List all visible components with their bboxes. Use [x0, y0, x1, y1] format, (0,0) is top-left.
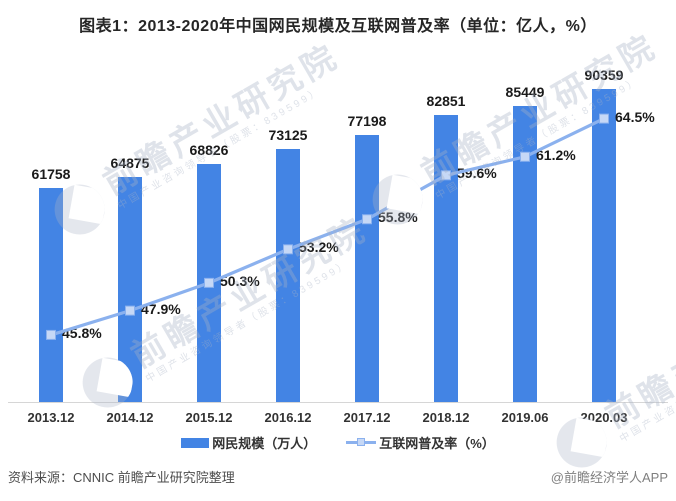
bar-value-label: 64875 [110, 155, 150, 172]
x-axis-label: 2017.12 [343, 410, 391, 425]
bar [39, 188, 63, 402]
bar [276, 148, 300, 402]
line-value-label: 50.3% [220, 272, 260, 289]
legend-label-line: 互联网普及率（%） [379, 436, 495, 451]
line-value-label: 45.8% [62, 324, 102, 341]
chart-legend: 网民规模（万人） 互联网普及率（%） [0, 433, 676, 452]
x-axis-label: 2019.06 [501, 410, 549, 425]
legend-item-line-series: 互联网普及率（%） [346, 433, 495, 452]
bar-swatch-icon [181, 437, 210, 448]
bar-value-label: 90359 [584, 67, 624, 84]
line-value-label: 61.2% [536, 146, 576, 163]
x-axis-line [8, 402, 668, 403]
line-swatch-icon [346, 438, 377, 446]
legend-label-bar: 网民规模（万人） [212, 436, 317, 451]
bar-value-label: 73125 [268, 126, 308, 143]
x-axis-label: 2020.03 [580, 410, 628, 425]
line-value-label: 47.9% [141, 300, 181, 317]
line-value-label: 64.5% [615, 108, 655, 125]
bar-value-label: 85449 [505, 84, 545, 101]
x-axis-label: 2015.12 [185, 410, 233, 425]
chart-title: 图表1：2013-2020年中国网民规模及互联网普及率（单位：亿人，%） [79, 18, 597, 35]
x-axis-label: 2018.12 [422, 410, 470, 425]
bar [592, 89, 616, 402]
chart-footer: 资料来源：CNNIC 前瞻产业研究院整理 @前瞻经济学人APP [0, 467, 676, 486]
line-marker-swatch-icon [357, 438, 366, 446]
credit-text: @前瞻经济学人APP [550, 470, 668, 485]
bar [434, 115, 458, 402]
bar-value-label: 61758 [31, 166, 71, 183]
data-source-text: 资料来源：CNNIC 前瞻产业研究院整理 [8, 470, 235, 485]
line-value-label: 55.8% [378, 209, 418, 226]
bar [118, 177, 142, 402]
bar [197, 163, 221, 402]
x-axis-label: 2014.12 [106, 410, 154, 425]
x-axis-label: 2016.12 [264, 410, 312, 425]
bar [513, 106, 537, 402]
bar [355, 134, 379, 402]
line-value-label: 53.2% [299, 239, 339, 256]
bar-value-label: 68826 [189, 141, 229, 158]
legend-item-bar-series: 网民规模（万人） [181, 433, 316, 452]
bar-value-label: 82851 [426, 93, 466, 110]
bar-value-label: 77198 [347, 112, 387, 129]
line-value-label: 59.6% [457, 165, 497, 182]
x-axis-label: 2013.12 [27, 410, 75, 425]
